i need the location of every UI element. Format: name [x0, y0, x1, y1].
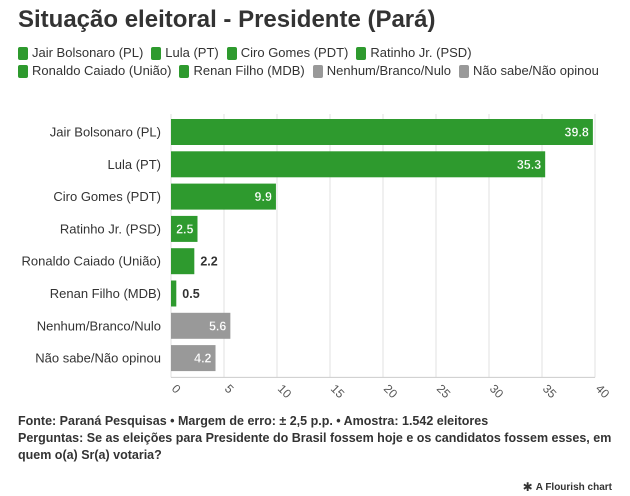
legend-swatch	[18, 46, 28, 60]
chart-legend: Jair Bolsonaro (PL) Lula (PT) Ciro Gomes (…	[18, 45, 618, 79]
legend-item[interactable]: Ronaldo Caiado (União)	[18, 63, 171, 79]
category-label: Ratinho Jr. (PSD)	[60, 221, 161, 236]
bar[interactable]	[171, 119, 593, 145]
x-tick-label: 20	[381, 382, 401, 400]
bar[interactable]	[171, 215, 198, 242]
legend-item[interactable]: Ciro Gomes (PDT)	[226, 45, 349, 61]
bar[interactable]	[171, 151, 546, 178]
bar[interactable]	[171, 280, 177, 307]
legend-item[interactable]: Renan Filho (MDB)	[179, 63, 305, 79]
category-label: Ciro Gomes (PDT)	[53, 189, 161, 204]
legend-label: Não sabe/Não opinou	[473, 63, 599, 78]
bar[interactable]	[171, 183, 276, 210]
category-label: Jair Bolsonaro (PL)	[50, 125, 161, 140]
legend-item[interactable]: Lula (PT)	[151, 45, 219, 61]
legend-label: Lula (PT)	[165, 45, 219, 60]
bar-value-label: 5.6	[209, 319, 226, 333]
legend-swatch	[459, 64, 470, 78]
legend-swatch	[312, 64, 323, 78]
bar-value-label: 35.3	[517, 158, 541, 172]
x-tick-label: 15	[328, 382, 348, 400]
bar-chart: 0 5 10 15 20 25 30 35 40 Jair Bolsonaro (PL) 39.8 L…	[22, 114, 613, 400]
legend-item[interactable]: Não sabe/Não opinou	[459, 63, 599, 79]
bar[interactable]	[171, 345, 216, 372]
legend-label: Nenhum/Branco/Nulo	[326, 63, 452, 78]
chart-title: Situação eleitoral - Presidente (Pará)	[18, 6, 436, 33]
category-label: Renan Filho (MDB)	[50, 286, 161, 301]
category-label: Ronaldo Caiado (União)	[22, 254, 161, 269]
legend-swatch	[356, 46, 367, 60]
x-tick-label: 40	[593, 382, 613, 400]
credit-text: A Flourish chart	[535, 481, 612, 493]
x-tick-label: 0	[169, 382, 184, 397]
x-tick-label: 10	[275, 382, 295, 400]
bar-value-label: 39.8	[565, 126, 589, 140]
bar-value-label: 0.5	[182, 287, 199, 301]
bar-value-label: 2.5	[176, 222, 193, 236]
legend-swatch	[226, 46, 237, 60]
legend-label: Jair Bolsonaro (PL)	[32, 45, 144, 60]
chart-footer: Fonte: Paraná Pesquisas • Margem de erro…	[18, 413, 618, 464]
category-label: Lula (PT)	[108, 157, 161, 172]
bar[interactable]	[171, 312, 231, 339]
bar-value-label: 4.2	[194, 352, 211, 366]
legend-swatch	[18, 64, 28, 78]
bar-value-label: 9.9	[255, 190, 272, 204]
x-tick-label: 25	[434, 382, 454, 400]
x-tick-label: 35	[540, 382, 560, 400]
legend-item[interactable]: Jair Bolsonaro (PL)	[18, 45, 143, 61]
legend-swatch	[151, 46, 162, 60]
flourish-asterisk-icon: ✱	[522, 480, 533, 494]
legend-label: Ronaldo Caiado (União)	[32, 63, 172, 78]
x-tick-label: 5	[222, 382, 237, 397]
flourish-credit[interactable]: ✱ A Flourish chart	[523, 480, 612, 494]
bar-value-label: 2.2	[200, 255, 217, 269]
legend-label: Ciro Gomes (PDT)	[240, 45, 349, 60]
x-tick-label: 30	[487, 382, 507, 400]
legend-item[interactable]: Nenhum/Branco/Nulo	[312, 63, 452, 79]
legend-label: Ratinho Jr. (PSD)	[370, 45, 472, 60]
source-note: Fonte: Paraná Pesquisas • Margem de erro…	[18, 414, 489, 428]
category-label: Nenhum/Branco/Nulo	[37, 318, 161, 333]
legend-label: Renan Filho (MDB)	[193, 63, 305, 78]
question-note: Perguntas: Se as eleições para President…	[18, 431, 612, 462]
legend-item[interactable]: Ratinho Jr. (PSD)	[356, 45, 472, 61]
legend-swatch	[179, 64, 190, 78]
category-label: Não sabe/Não opinou	[35, 351, 161, 366]
bar[interactable]	[171, 248, 195, 275]
